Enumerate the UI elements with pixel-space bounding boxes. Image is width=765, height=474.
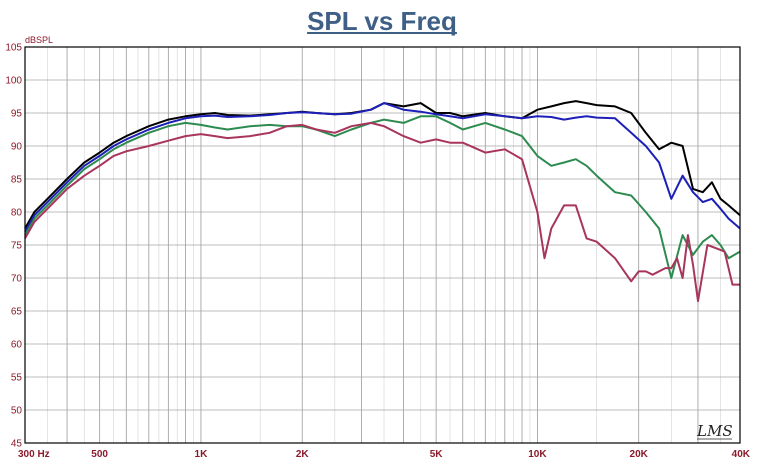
series-line-1	[24, 100, 741, 229]
x-tick-label: 2K	[296, 449, 310, 460]
y-tick-label: 75	[11, 241, 23, 252]
x-axis-ticks: 300 Hz 500 1K 2K 5K 10K 20K 40K	[18, 449, 751, 460]
lms-logo-text: LMS	[696, 422, 733, 440]
x-tick-label: 10K	[528, 449, 547, 460]
y-tick-label: 70	[11, 274, 23, 285]
y-tick-label: 80	[11, 208, 23, 219]
y-tick-label: 65	[11, 307, 23, 318]
x-tick-label: 5K	[430, 449, 444, 460]
y-tick-label: 85	[11, 175, 23, 186]
y-axis-unit-label: dBSPL	[25, 35, 53, 45]
plot-frame	[24, 46, 741, 444]
y-tick-label: 55	[11, 373, 23, 384]
x-tick-label: 500	[91, 449, 108, 460]
y-tick-label: 90	[11, 142, 23, 153]
y-tick-label: 95	[11, 109, 23, 120]
series-line-4	[24, 121, 740, 303]
series-line-2	[24, 102, 741, 233]
x-tick-label: 300 Hz	[18, 449, 50, 460]
y-tick-label: 50	[11, 406, 23, 417]
lms-logo: LMS	[696, 422, 733, 440]
y-tick-label: 60	[11, 340, 23, 351]
x-tick-label: 1K	[195, 449, 209, 460]
y-tick-label: 100	[5, 76, 22, 87]
series-line-3	[24, 115, 741, 279]
grid	[24, 46, 741, 444]
x-tick-label: 40K	[732, 449, 751, 460]
y-axis-ticks: 45 50 55 60 65 70 75 80 85 90 95 100 105	[5, 43, 22, 450]
y-tick-label: 105	[5, 43, 22, 54]
series-group	[24, 100, 741, 303]
chart-title: SPL vs Freq	[307, 6, 457, 36]
y-tick-label: 45	[11, 439, 23, 450]
x-tick-label: 20K	[630, 449, 649, 460]
